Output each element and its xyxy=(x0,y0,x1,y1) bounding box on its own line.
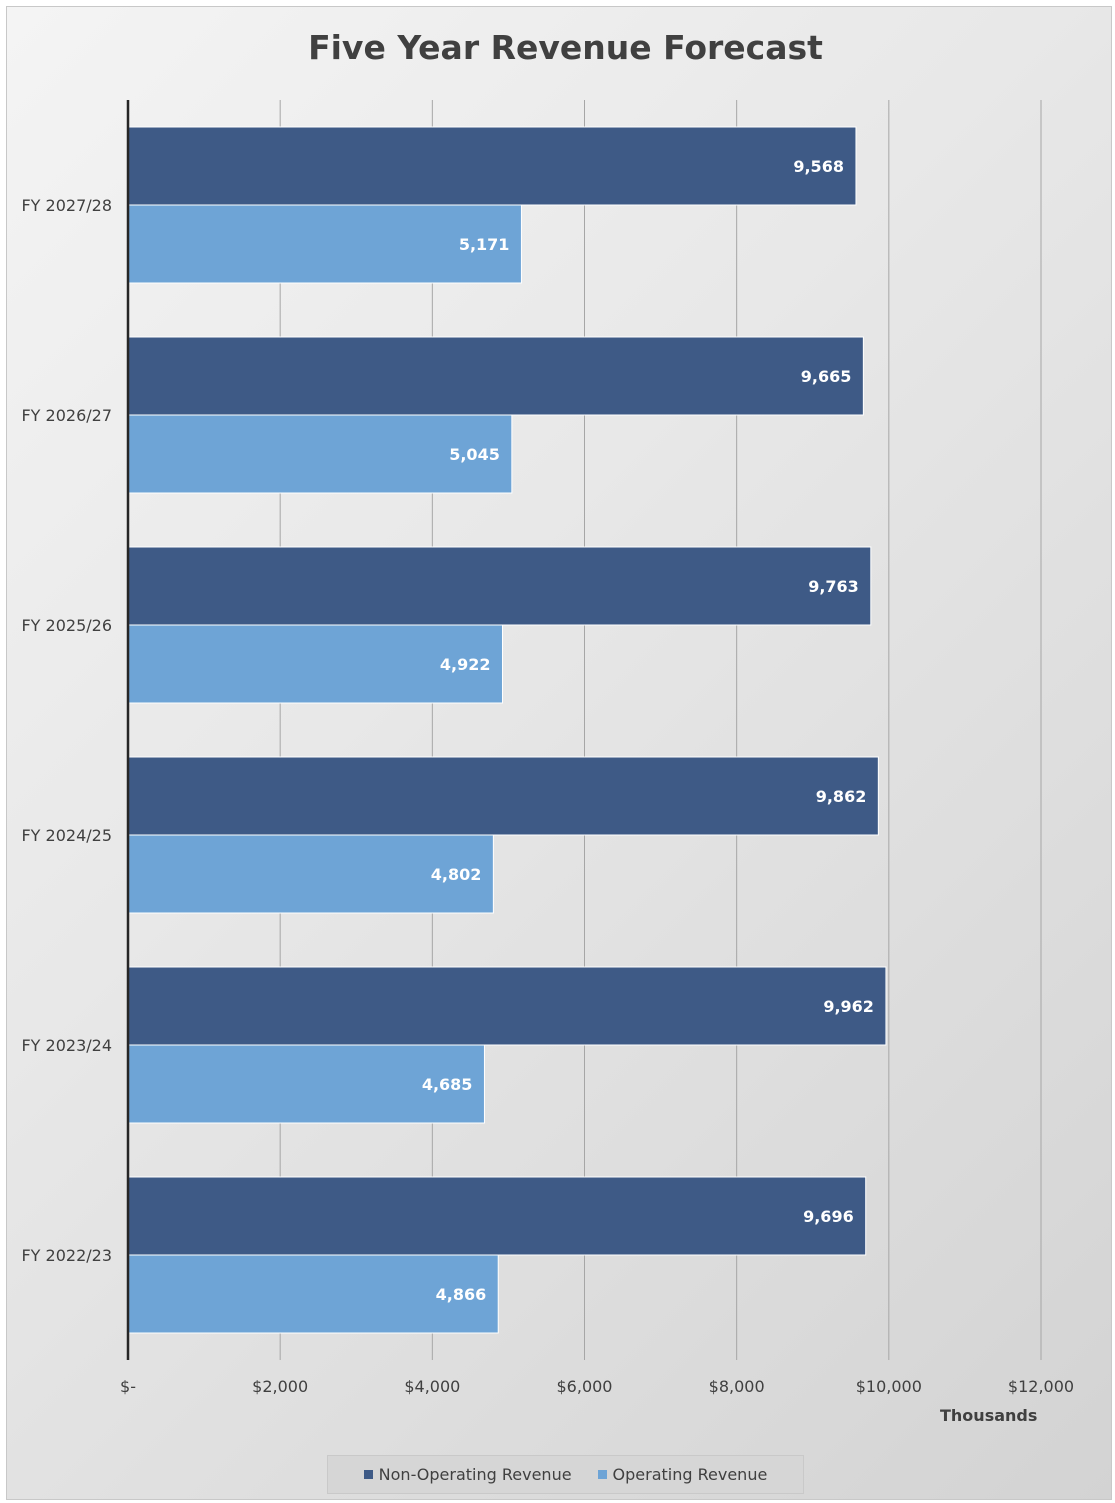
bar-operating-3 xyxy=(127,834,494,914)
x-tick-label-0: $- xyxy=(120,1377,136,1396)
data-label-operating-1: 5,045 xyxy=(449,445,500,464)
bar-operating-4 xyxy=(127,1044,485,1124)
x-tick-label-2: $4,000 xyxy=(404,1377,460,1396)
data-label-operating-0: 5,171 xyxy=(459,235,510,254)
x-tick-label-1: $2,000 xyxy=(252,1377,308,1396)
data-label-non-operating-5: 9,696 xyxy=(803,1207,854,1226)
legend-item-operating: Operating Revenue xyxy=(597,1465,768,1484)
x-tick-label-6: $12,000 xyxy=(1008,1377,1074,1396)
bar-non-operating-2 xyxy=(127,546,872,626)
bar-operating-2 xyxy=(127,624,503,704)
legend-swatch-operating xyxy=(597,1470,607,1479)
x-tick-label-5: $10,000 xyxy=(856,1377,922,1396)
data-label-non-operating-3: 9,862 xyxy=(816,787,867,806)
legend-label-operating: Operating Revenue xyxy=(612,1465,768,1484)
legend-item-non-operating: Non-Operating Revenue xyxy=(363,1465,572,1484)
bar-non-operating-1 xyxy=(127,336,864,416)
bar-non-operating-5 xyxy=(127,1176,867,1256)
data-label-operating-4: 4,685 xyxy=(422,1075,473,1094)
category-label-3: FY 2024/25 xyxy=(21,826,112,845)
chart-title: Five Year Revenue Forecast xyxy=(308,28,823,67)
data-label-non-operating-1: 9,665 xyxy=(801,367,852,386)
data-label-operating-5: 4,866 xyxy=(436,1285,487,1304)
legend-label-non-operating: Non-Operating Revenue xyxy=(378,1465,572,1484)
data-label-operating-3: 4,802 xyxy=(431,865,482,884)
bar-non-operating-4 xyxy=(127,966,887,1046)
bar-non-operating-3 xyxy=(127,756,879,836)
category-label-1: FY 2026/27 xyxy=(21,406,112,425)
data-label-non-operating-0: 9,568 xyxy=(793,157,844,176)
x-axis-title: Thousands xyxy=(940,1406,1038,1425)
bar-operating-1 xyxy=(127,414,513,494)
legend: Non-Operating Revenue Operating Revenue xyxy=(327,1455,804,1494)
bar-operating-0 xyxy=(127,204,522,284)
category-label-2: FY 2025/26 xyxy=(21,616,112,635)
category-label-0: FY 2027/28 xyxy=(21,196,112,215)
legend-swatch-non-operating xyxy=(363,1470,373,1479)
bar-non-operating-0 xyxy=(127,126,857,206)
x-tick-label-3: $6,000 xyxy=(557,1377,613,1396)
data-label-non-operating-2: 9,763 xyxy=(808,577,859,596)
x-tick-label-4: $8,000 xyxy=(709,1377,765,1396)
data-label-operating-2: 4,922 xyxy=(440,655,491,674)
category-label-5: FY 2022/23 xyxy=(21,1246,112,1265)
bar-operating-5 xyxy=(127,1254,499,1334)
category-label-4: FY 2023/24 xyxy=(21,1036,112,1055)
data-label-non-operating-4: 9,962 xyxy=(823,997,874,1016)
